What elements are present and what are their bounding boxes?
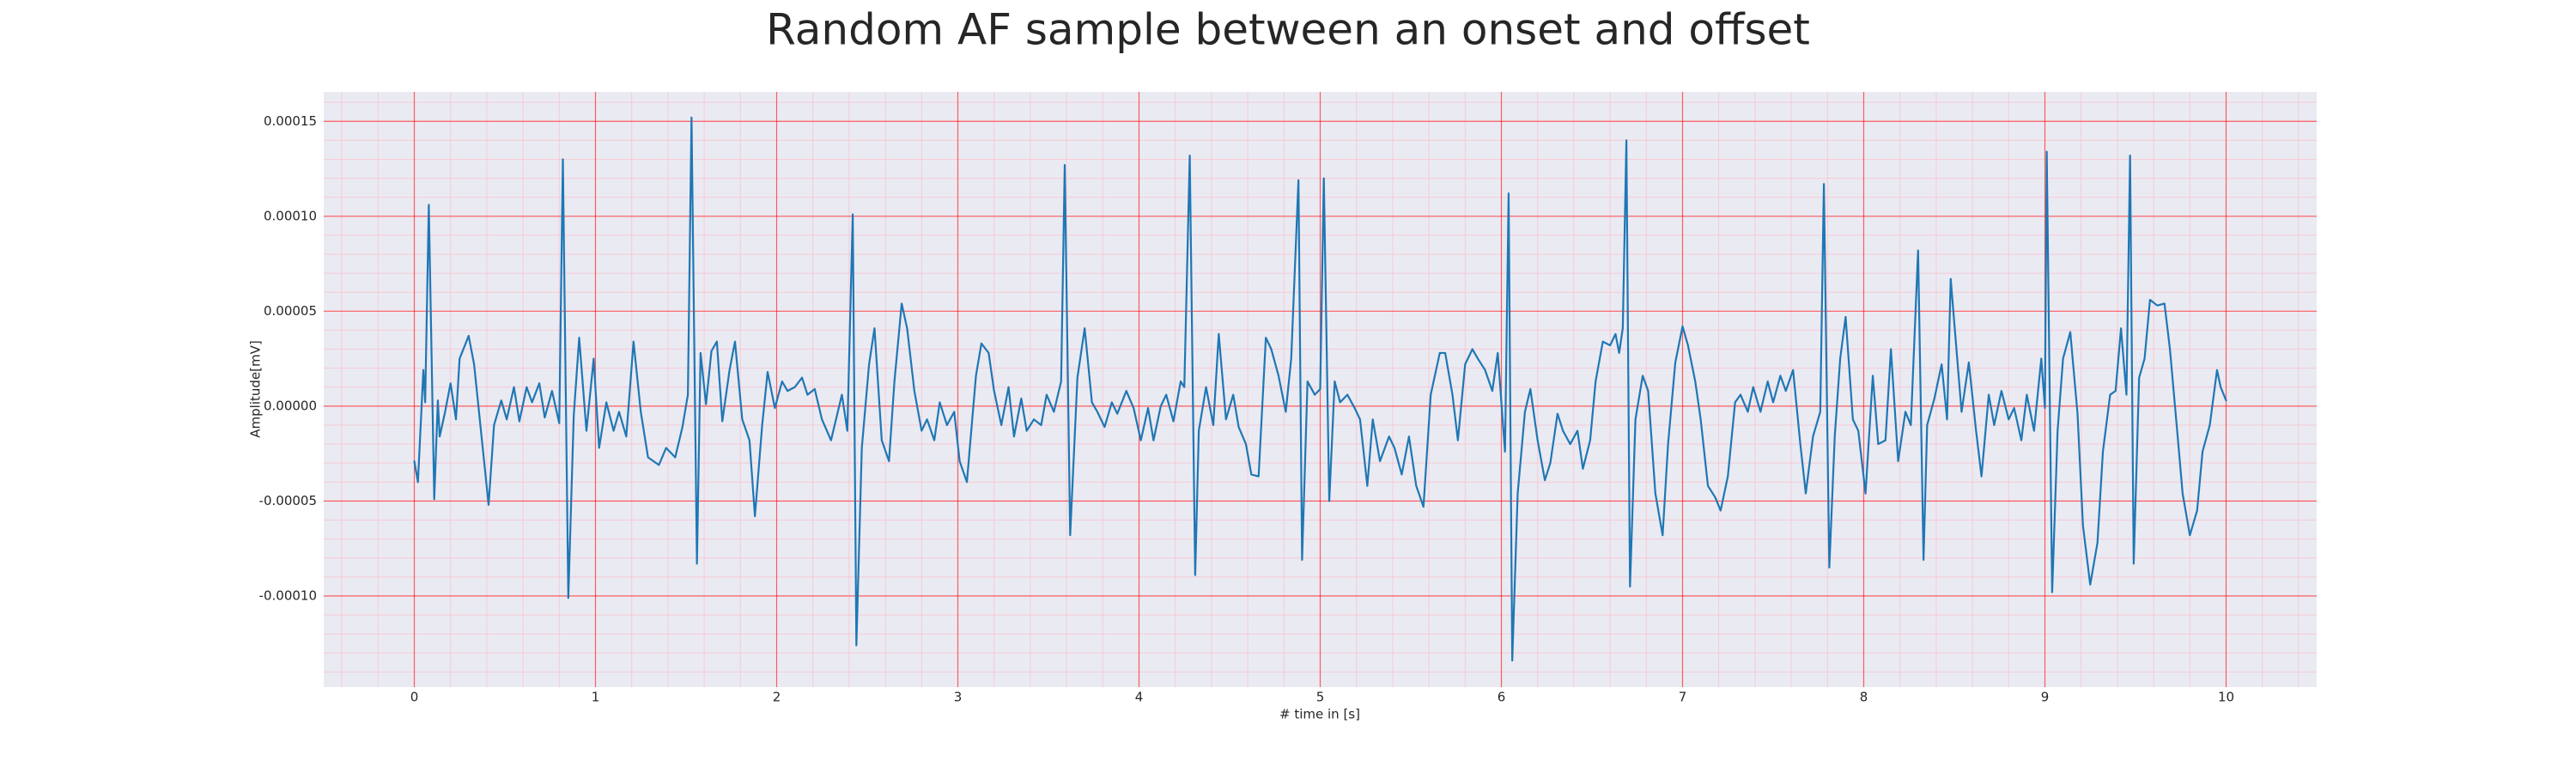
x-tick-label: 6 bbox=[1498, 690, 1506, 705]
y-tick-label: -0.00010 bbox=[259, 587, 317, 603]
y-tick-label: 0.00000 bbox=[264, 398, 317, 413]
y-tick-label: 0.00015 bbox=[264, 113, 317, 129]
x-tick-label: 10 bbox=[2218, 690, 2234, 705]
x-tick-label: 0 bbox=[410, 690, 419, 705]
chart-title: Random AF sample between an onset and of… bbox=[766, 5, 1810, 55]
y-axis-label: Amplitude[mV] bbox=[248, 340, 264, 437]
signal-line bbox=[413, 116, 2227, 662]
x-tick-label: 4 bbox=[1135, 690, 1144, 705]
x-tick-label: 8 bbox=[1860, 690, 1868, 705]
y-tick-label: -0.00005 bbox=[259, 493, 317, 508]
x-tick-label: 3 bbox=[954, 690, 963, 705]
x-tick-label: 9 bbox=[2041, 690, 2050, 705]
y-tick-label: 0.00005 bbox=[264, 303, 317, 319]
y-tick-label: 0.00010 bbox=[264, 208, 317, 223]
x-tick-label: 2 bbox=[773, 690, 781, 705]
x-axis-label: # time in [s] bbox=[1279, 707, 1360, 722]
x-tick-label: 5 bbox=[1316, 690, 1325, 705]
x-tick-label: 1 bbox=[592, 690, 600, 705]
x-tick-label: 7 bbox=[1679, 690, 1687, 705]
